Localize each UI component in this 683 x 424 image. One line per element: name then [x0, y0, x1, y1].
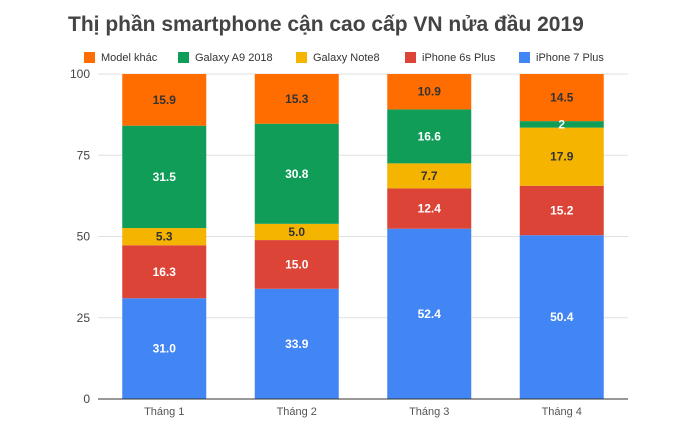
data-label-iphone-7-plus: 33.9	[285, 337, 309, 351]
bar-segment-model-khac	[254, 74, 339, 124]
bar-segment-iphone-6s-plus	[254, 240, 339, 289]
bar-segment-galaxy-note8	[254, 223, 339, 241]
bar-segment-iphone-7-plus	[519, 235, 604, 399]
bar-segment-galaxy-a9-2018	[519, 121, 604, 128]
y-tick-label: 0	[83, 392, 90, 406]
legend-swatch	[178, 52, 189, 63]
data-label-galaxy-a9-2018: 30.8	[285, 167, 309, 181]
legend-label: Model khác	[101, 52, 158, 64]
legend-label: Galaxy A9 2018	[195, 52, 273, 64]
x-tick-label: Tháng 4	[542, 406, 582, 418]
data-label-galaxy-a9-2018: 31.5	[153, 170, 177, 184]
bar-segment-galaxy-a9-2018	[387, 109, 472, 164]
y-tick-label: 25	[77, 311, 91, 325]
bar-segment-iphone-7-plus	[254, 288, 339, 399]
legend-item-iphone-7-plus[interactable]: iPhone 7 Plus	[519, 52, 604, 64]
legend-item-galaxy-note8[interactable]: Galaxy Note8	[296, 52, 380, 64]
bar-segment-model-khac	[122, 74, 207, 126]
legend-label: iPhone 7 Plus	[536, 52, 604, 64]
y-tick-label: 75	[77, 148, 91, 162]
legend-label: iPhone 6s Plus	[422, 52, 496, 64]
x-tick-label: Tháng 3	[409, 406, 449, 418]
x-tick-label: Tháng 2	[277, 406, 317, 418]
bar-segment-iphone-7-plus	[122, 298, 207, 399]
y-tick-label: 100	[70, 67, 90, 81]
bar-segment-galaxy-note8	[387, 163, 472, 189]
data-label-model-khac: 15.9	[153, 93, 177, 107]
bars-group	[122, 74, 604, 399]
data-label-iphone-7-plus: 31.0	[153, 342, 177, 356]
data-label-iphone-6s-plus: 12.4	[418, 202, 442, 216]
legend-swatch	[296, 52, 307, 63]
legend-item-galaxy-a9-2018[interactable]: Galaxy A9 2018	[178, 52, 273, 64]
data-label-iphone-6s-plus: 15.2	[550, 204, 574, 218]
bar-segment-iphone-6s-plus	[519, 185, 604, 236]
legend-label: Galaxy Note8	[313, 52, 380, 64]
data-labels-group: 31.0 16.3 5.3 31.5 15.9 33.9 15.0 5.0 30.8 15.3 52…	[153, 85, 574, 356]
bar-segment-galaxy-a9-2018	[254, 123, 339, 224]
data-label-iphone-6s-plus: 16.3	[153, 265, 177, 279]
data-label-galaxy-note8: 7.7	[421, 169, 438, 183]
data-label-galaxy-a9-2018: 16.6	[418, 129, 442, 143]
data-label-galaxy-a9-2018: 2	[558, 117, 565, 131]
y-axis: 0 25 50 75 100	[70, 67, 90, 406]
chart-title: Thị phần smartphone cận cao cấp VN nửa đ…	[68, 13, 584, 36]
x-axis: Tháng 1 Tháng 2 Tháng 3 Tháng 4	[98, 398, 628, 418]
data-label-model-khac: 10.9	[418, 85, 442, 99]
legend-swatch	[405, 52, 416, 63]
bar-segment-iphone-6s-plus	[387, 188, 472, 229]
legend-swatch	[519, 52, 530, 63]
bar-segment-iphone-6s-plus	[122, 245, 207, 299]
data-label-galaxy-note8: 5.0	[288, 225, 305, 239]
bar-segment-model-khac	[519, 74, 604, 122]
legend-swatch	[84, 52, 95, 63]
x-tick-label: Tháng 1	[144, 406, 184, 418]
bar-segment-galaxy-note8	[122, 228, 207, 246]
data-label-galaxy-note8: 5.3	[156, 230, 173, 244]
bar-segment-galaxy-note8	[519, 127, 604, 186]
data-label-model-khac: 15.3	[285, 92, 309, 106]
data-label-model-khac: 14.5	[550, 91, 574, 105]
bar-segment-galaxy-a9-2018	[122, 125, 207, 229]
bar-segment-iphone-7-plus	[387, 228, 472, 399]
data-label-galaxy-note8: 17.9	[550, 150, 574, 164]
legend-item-iphone-6s-plus[interactable]: iPhone 6s Plus	[405, 52, 496, 64]
chart-legend: Model khác Galaxy A9 2018 Galaxy Note8 iPho…	[84, 52, 604, 64]
data-label-iphone-6s-plus: 15.0	[285, 257, 309, 271]
y-tick-label: 50	[77, 230, 91, 244]
bar-segment-model-khac	[387, 74, 472, 110]
data-label-iphone-7-plus: 52.4	[418, 307, 442, 321]
legend-item-model-khac[interactable]: Model khác	[84, 52, 158, 64]
data-label-iphone-7-plus: 50.4	[550, 310, 574, 324]
